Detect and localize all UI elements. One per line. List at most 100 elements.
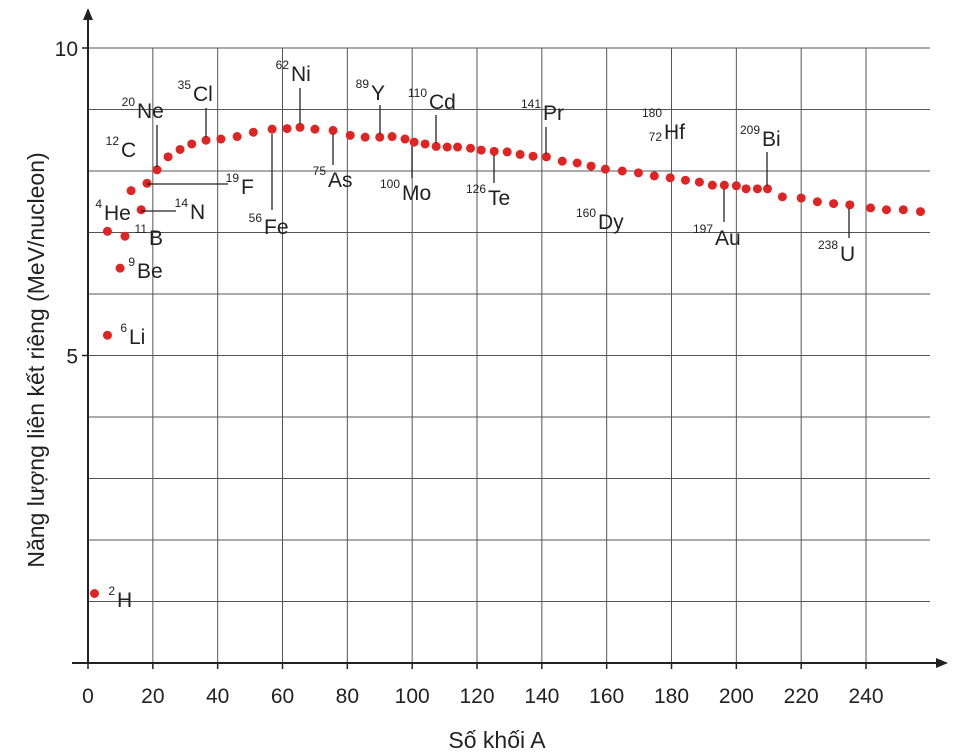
x-tick-label: 40 (206, 685, 229, 708)
x-tick-label: 20 (141, 685, 164, 708)
data-point (572, 158, 582, 168)
mass-number: 2 (108, 584, 115, 598)
data-point (502, 147, 512, 157)
data-point (633, 168, 643, 178)
data-point (680, 175, 690, 185)
data-point (515, 149, 525, 159)
data-point (232, 132, 242, 142)
data-point (400, 134, 410, 144)
mass-number: 126 (466, 182, 486, 196)
data-point (829, 199, 839, 209)
data-point (665, 173, 675, 183)
data-point (126, 186, 136, 196)
data-point (201, 135, 211, 145)
isotope-symbol: U (840, 243, 855, 266)
isotope-symbol: Cd (429, 91, 456, 114)
data-point (586, 161, 596, 171)
data-point (142, 178, 152, 188)
data-point (453, 142, 463, 152)
y-tick-label: 5 (66, 346, 78, 369)
mass-number: 209 (740, 123, 760, 137)
data-point (617, 166, 627, 176)
data-point (528, 151, 538, 161)
grid (88, 47, 930, 663)
data-point (216, 134, 226, 144)
isotope-symbol: As (328, 169, 353, 192)
data-point (120, 231, 130, 241)
data-point (328, 125, 338, 135)
isotope-symbol: C (121, 139, 136, 162)
mass-number: 160 (576, 206, 596, 220)
data-point (102, 226, 112, 236)
data-point (777, 192, 787, 202)
mass-number: 19 (226, 171, 240, 185)
isotope-symbol: Bi (762, 128, 781, 151)
data-point (489, 146, 499, 156)
mass-number: 14 (175, 196, 189, 210)
data-point (845, 200, 855, 210)
isotope-symbol: Dy (598, 211, 624, 234)
y-tick-label: 10 (55, 38, 78, 61)
mass-number: 62 (276, 58, 290, 72)
mass-number: 11 (135, 222, 148, 236)
data-point (466, 143, 476, 153)
data-point (649, 171, 659, 181)
data-point (719, 180, 729, 190)
data-point (707, 180, 717, 190)
x-tick-label: 180 (654, 685, 689, 708)
x-tick-label: 60 (271, 685, 294, 708)
data-point (762, 184, 772, 194)
mass-number: 4 (95, 197, 102, 211)
mass-number: 9 (128, 255, 135, 269)
isotope-symbol: B (149, 227, 163, 250)
data-point (375, 132, 385, 142)
data-point (796, 193, 806, 203)
data-point (866, 203, 876, 213)
data-point (476, 145, 486, 155)
data-point (248, 127, 258, 137)
x-tick-label: 140 (524, 685, 559, 708)
data-point (163, 152, 173, 162)
isotope-symbol: F (241, 176, 254, 199)
x-tick-label: 120 (459, 685, 494, 708)
data-point (115, 263, 125, 273)
x-axis-title: Số khối A (448, 727, 546, 753)
data-point (752, 184, 762, 194)
x-tick-label: 0 (82, 685, 94, 708)
data-point (187, 139, 197, 149)
data-point (295, 122, 305, 132)
data-point (175, 144, 185, 154)
data-point (89, 589, 99, 599)
mass-number: 100 (380, 177, 400, 191)
isotope-symbol: Ni (291, 63, 311, 86)
isotope-symbol: He (104, 202, 131, 225)
isotope-symbol: Te (488, 187, 510, 210)
data-point (431, 141, 441, 151)
mass-number: 6 (120, 321, 127, 335)
data-point (136, 205, 146, 215)
isotope-symbol: Li (129, 326, 145, 349)
data-point (152, 165, 162, 175)
data-point (282, 124, 292, 134)
isotope-symbol: Be (137, 260, 163, 283)
data-point (360, 132, 370, 142)
mass-number: 141 (521, 97, 541, 111)
mass-number: 89 (356, 77, 370, 91)
mass-number: 197 (693, 222, 713, 236)
data-point (600, 164, 610, 174)
isotope-symbol: Mo (402, 182, 431, 205)
data-point (420, 139, 430, 149)
data-point (345, 130, 355, 140)
isotope-symbol: Ne (137, 100, 164, 123)
data-point (881, 205, 891, 215)
data-point (812, 197, 822, 207)
mass-number: 56 (249, 211, 263, 225)
isotope-symbol: N (190, 201, 205, 224)
isotope-symbol: Cl (193, 83, 213, 106)
data-point (310, 124, 320, 134)
data-point (694, 177, 704, 187)
data-point (731, 181, 741, 191)
data-point (102, 330, 112, 340)
atomic-number: 72 (649, 130, 663, 144)
